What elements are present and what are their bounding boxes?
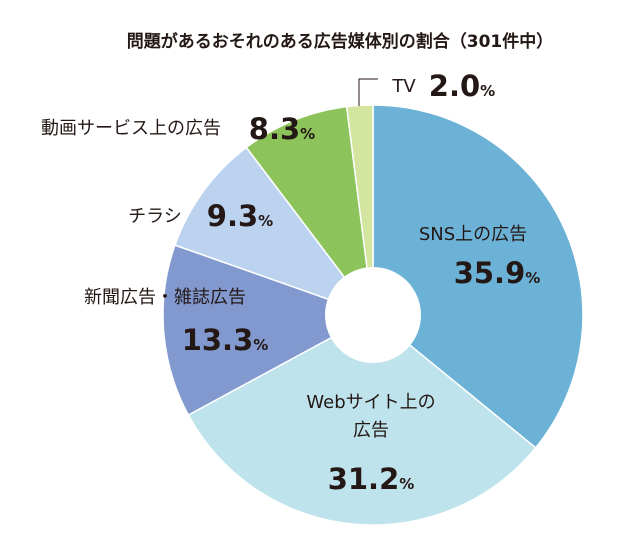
slice-1-value-label: 35.9% [454, 256, 541, 290]
slice-5-value-label: 8.3% [249, 112, 315, 146]
slice-4-wedge [174, 146, 376, 317]
slice-6-value-label: 2.0% [429, 69, 495, 103]
slice-4-value-label: 9.3% [207, 199, 273, 233]
pie-slices [162, 104, 584, 526]
slice-1-wedge [372, 104, 584, 449]
slice-6-label: TV [391, 76, 416, 97]
slice-3-wedge [162, 244, 375, 417]
slice-5-wedge [245, 105, 375, 318]
slice-2-wedge [187, 314, 537, 526]
slice-3-label: 新聞広告・雑誌広告 [84, 287, 246, 308]
slice-3-value-label: 13.3% [182, 323, 269, 357]
slice-2-label-line-2: 広告 [353, 420, 389, 441]
slice-6-wedge [345, 104, 374, 316]
slice-5-label: 動画サービス上の広告 [41, 118, 221, 139]
tv-leader-line-path [358, 78, 378, 106]
tv-leader-line [358, 78, 378, 106]
slice-1-label: SNS上の広告 [419, 224, 527, 245]
slice-2-label-line-1: Webサイト上の [306, 392, 435, 413]
slice-4-label: チラシ [128, 206, 182, 227]
slice-2-value-label: 31.2% [328, 462, 415, 496]
pie-center-hole [325, 267, 421, 363]
chart-title: 問題があるおそれのある広告媒体別の割合（301件中） [127, 31, 554, 52]
